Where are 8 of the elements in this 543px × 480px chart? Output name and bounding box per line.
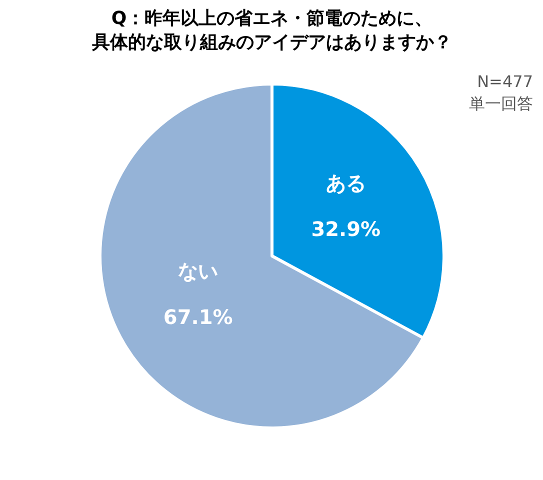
data-label: 67.1%: [163, 305, 233, 330]
data-label: 32.9%: [311, 216, 381, 241]
slice-label: ある: [326, 170, 366, 195]
text: N=477: [477, 72, 533, 91]
chart-subtitle: 具体的な取り組みのアイデアはありますか？: [91, 32, 452, 53]
slice-label: ない: [178, 259, 218, 284]
chart-title: Q：昨年以上の省エネ・節電のために、: [111, 8, 433, 29]
text: 単一回答: [469, 94, 533, 113]
